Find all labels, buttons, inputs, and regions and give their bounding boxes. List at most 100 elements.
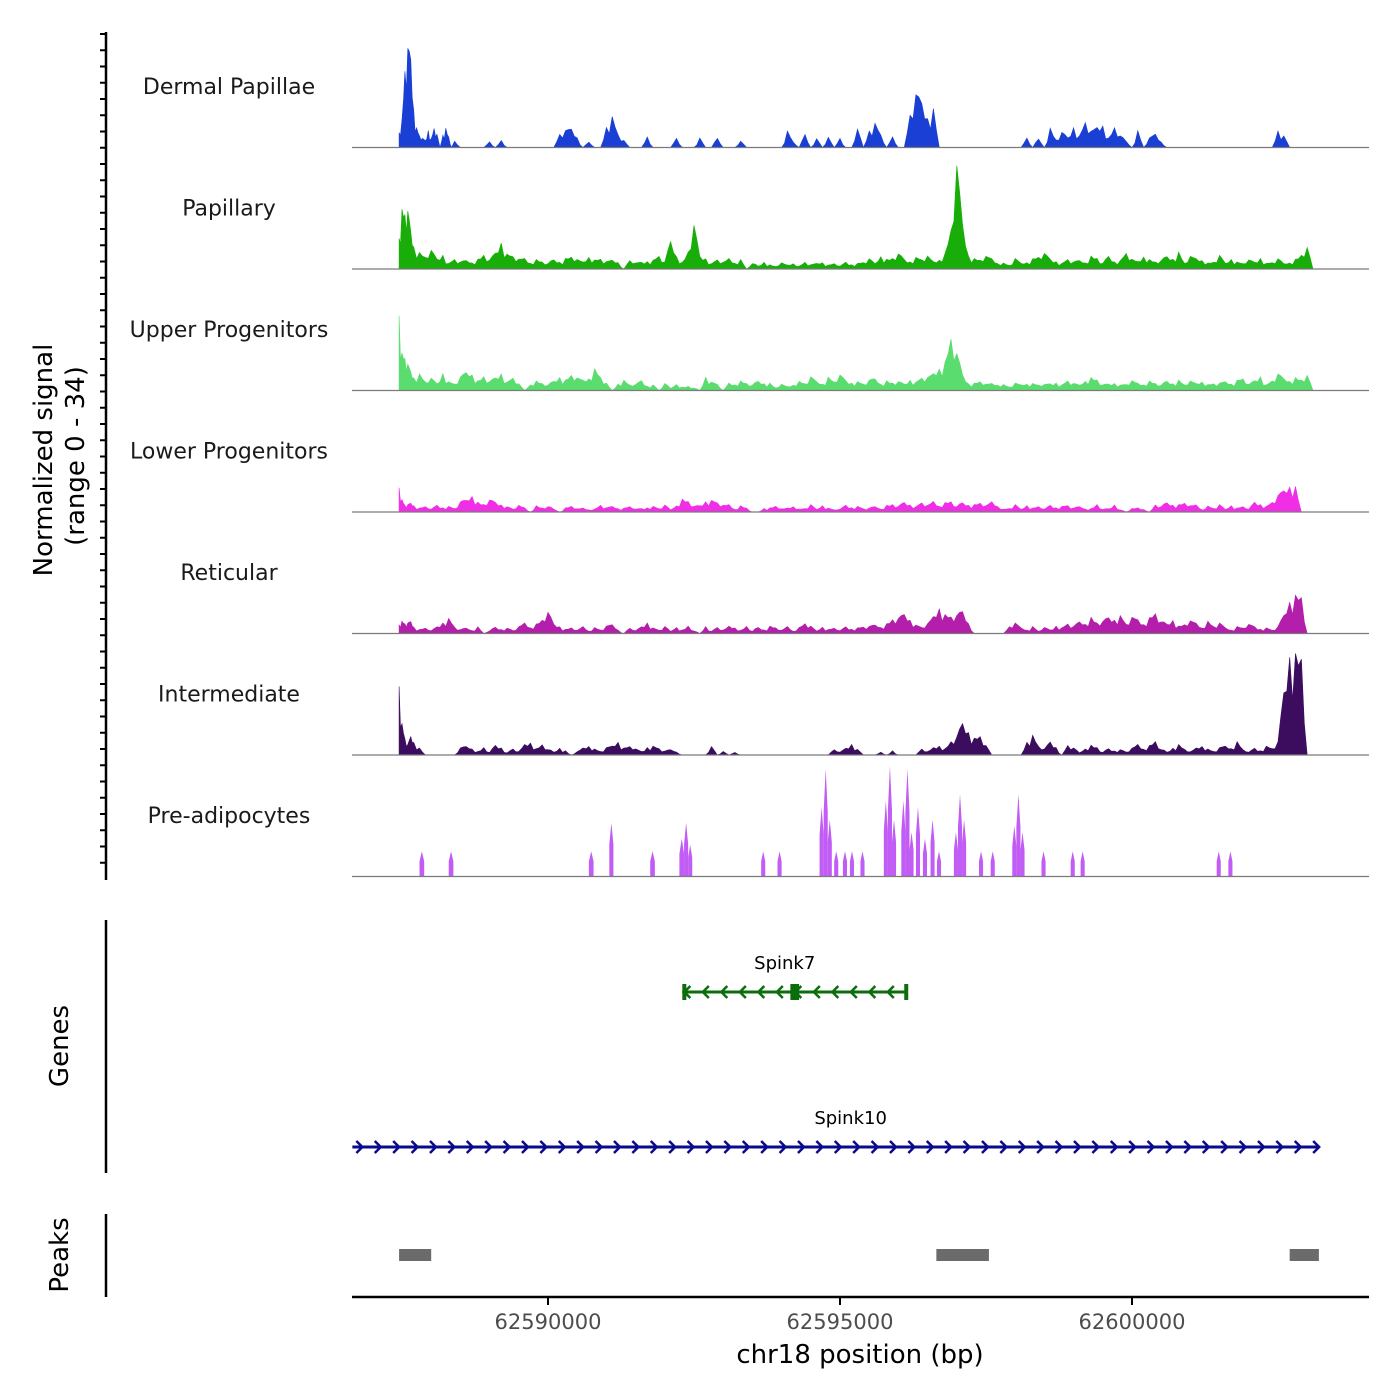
strand-arrow [649,1140,659,1154]
signal-spike [887,765,892,877]
signal-spike [761,851,766,877]
strand-arrow [778,1140,788,1154]
signal-area [398,48,1319,149]
strand-arrow [889,1140,898,1154]
signal-y-axis-ticks [100,33,106,864]
strand-arrow [1201,1140,1211,1154]
signal-spike [1070,851,1075,877]
signal-area [398,315,1319,391]
track-label: Reticular [180,561,278,586]
strand-arrow [1036,1140,1045,1154]
strand-arrow [1109,1140,1119,1154]
strand-arrow [907,1140,917,1154]
strand-arrow [355,1140,365,1154]
signal-spike [1012,825,1017,877]
signal-spike [915,806,921,877]
strand-arrow [1238,1140,1248,1154]
track-lower-progenitors: Lower Progenitors [130,440,1369,513]
strand-arrow [925,1140,935,1154]
signal-tracks: Dermal Papillae Papillary Upper Progenitor… [130,48,1369,878]
strand-arrow [484,1140,493,1154]
signal-spike [962,819,967,877]
strand-arrow [686,1140,696,1154]
signal-spike [419,851,425,877]
strand-arrow [392,1140,401,1154]
strand-arrow [833,1140,843,1154]
strand-arrow [429,1140,438,1154]
gene-spink7: Spink7 [682,953,909,1000]
track-label: Papillary [182,197,276,222]
strand-arrow [1128,1140,1137,1154]
strand-arrow [1312,1140,1321,1154]
strand-arrow [576,1140,585,1154]
x-tick-label: 62595000 [787,1310,894,1334]
peak-bar [936,1249,989,1261]
peaks-y-axis-title: Peaks [45,1217,75,1292]
signal-spike [1041,851,1046,877]
track-dermal-papillae: Dermal Papillae [143,48,1369,149]
strand-arrow [830,985,840,999]
track-label: Pre-adipocytes [148,804,311,829]
strand-arrow [1220,1140,1229,1154]
strand-arrow [502,1140,512,1154]
track-reticular: Reticular [180,561,1369,635]
strand-arrow [962,1140,972,1154]
strand-arrow [1054,1140,1064,1154]
signal-spike [901,800,906,877]
signal-area [398,486,1319,513]
strand-arrow [849,985,858,999]
signal-spike [930,819,935,877]
strand-arrow [756,985,766,999]
gene-label: Spink10 [814,1108,887,1129]
gene-spink10: Spink10 [352,1108,1321,1154]
strand-arrow [1275,1140,1285,1154]
x-tick-label: 62590000 [495,1310,602,1334]
strand-arrow [719,985,729,999]
gene-models: Spink7 Spink10 [352,953,1321,1154]
track-pre-adipocytes: Pre-adipocytes [148,765,1369,878]
signal-spike [777,851,782,877]
signal-spike [905,769,910,877]
signal-area [398,594,1319,634]
exon [682,984,687,1000]
strand-arrow [1293,1140,1303,1154]
strand-arrow [870,1140,880,1154]
signal-spike [849,851,855,877]
signal-spike [448,851,454,877]
signal-spike [588,851,594,877]
strand-arrow [812,985,821,999]
strand-arrow [521,1140,530,1154]
strand-arrow [594,1140,604,1154]
track-label: Lower Progenitors [130,440,328,465]
strand-arrow [723,1140,733,1154]
strand-arrow [410,1140,420,1154]
track-papillary: Papillary [182,165,1369,270]
strand-arrow [631,1140,641,1154]
signal-spike [823,769,828,877]
strand-arrow [705,1140,714,1154]
signal-area [398,653,1319,756]
strand-arrow [1017,1140,1027,1154]
peak-bar [399,1249,432,1261]
strand-arrow [1183,1140,1193,1154]
signal-spike [957,794,963,877]
gene-label: Spink7 [754,953,815,974]
signal-spike [860,851,865,877]
genes-y-axis-title: Genes [45,1005,75,1087]
strand-arrow [867,985,877,999]
signal-spike [922,838,928,877]
x-tick-label: 62600000 [1079,1310,1186,1334]
track-upper-progenitors: Upper Progenitors [130,315,1369,392]
signal-spike [819,806,824,877]
exon [904,984,909,1000]
track-label: Upper Progenitors [130,318,329,343]
signal-spike [1080,851,1085,877]
signal-y-axis-title: Normalized signal [29,344,59,577]
x-axis-title: chr18 position (bp) [736,1340,983,1370]
signal-spike [1016,794,1021,877]
strand-arrow [1073,1140,1082,1154]
signal-spike [834,851,839,877]
signal-spike [953,832,958,877]
signal-spike [1020,832,1025,877]
